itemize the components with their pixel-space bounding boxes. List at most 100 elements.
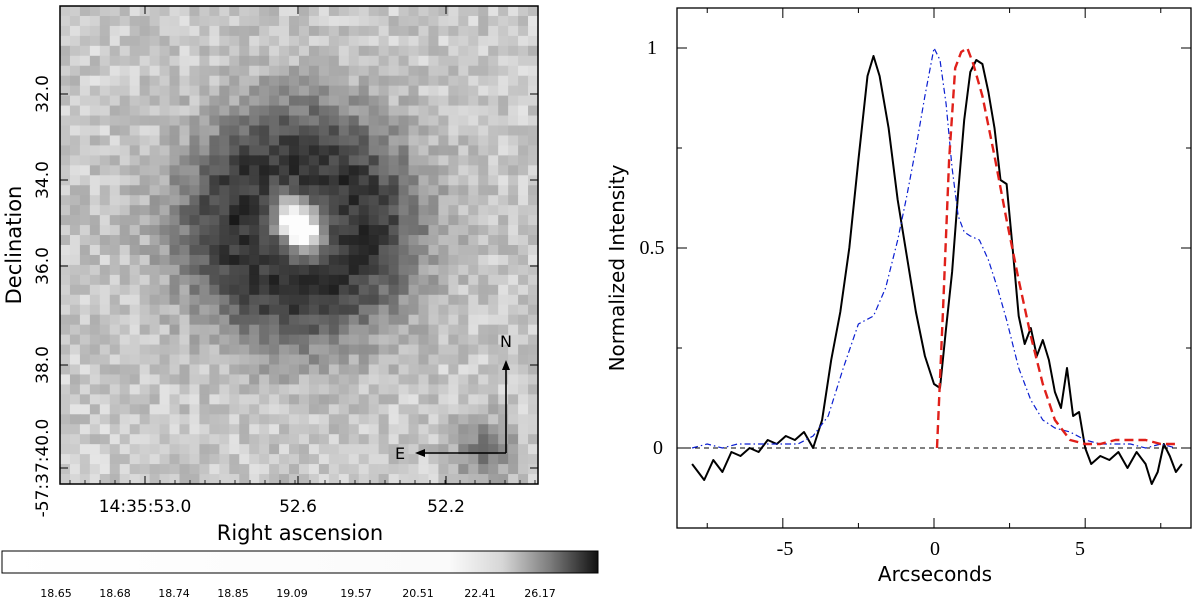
heatmap-cell xyxy=(328,15,340,27)
heatmap-cell xyxy=(388,264,400,276)
heatmap-cell xyxy=(289,424,300,435)
heatmap-cell xyxy=(279,205,290,216)
heatmap-cell xyxy=(79,294,91,306)
heatmap-cell xyxy=(60,105,71,117)
heatmap-cell xyxy=(179,354,191,366)
heatmap-cell xyxy=(119,85,131,97)
heatmap-cell xyxy=(249,245,260,256)
heatmap-cell xyxy=(269,344,280,356)
heatmap-cell xyxy=(348,245,360,256)
heatmap-cell xyxy=(338,404,350,415)
heatmap-cell xyxy=(219,304,230,316)
heatmap-cell xyxy=(69,6,81,17)
heatmap-cell xyxy=(428,464,440,475)
heatmap-cell xyxy=(368,125,380,137)
heatmap-cell xyxy=(219,25,230,37)
heatmap-cell xyxy=(259,464,270,475)
heatmap-cell xyxy=(299,344,310,356)
heatmap-cell xyxy=(498,264,509,276)
heatmap-cell xyxy=(229,245,240,256)
heatmap-cell xyxy=(358,444,370,455)
heatmap-cell xyxy=(119,145,131,156)
heatmap-cell xyxy=(249,45,260,57)
heatmap-cell xyxy=(308,424,320,435)
heatmap-cell xyxy=(60,344,71,356)
heatmap-cell xyxy=(159,304,171,316)
heatmap-cell xyxy=(259,65,270,77)
heatmap-cell xyxy=(60,165,71,176)
heatmap-cell xyxy=(219,384,230,395)
heatmap-cell xyxy=(368,454,380,465)
heatmap-cell xyxy=(149,434,161,445)
heatmap-cell xyxy=(269,404,280,415)
heatmap-cell xyxy=(269,85,280,97)
heatmap-cell xyxy=(408,274,420,286)
heatmap-cell xyxy=(458,175,469,186)
heatmap-cell xyxy=(528,25,539,37)
heatmap-cell xyxy=(169,165,181,176)
heatmap-cell xyxy=(518,6,529,17)
heatmap-cell xyxy=(109,85,121,97)
heatmap-cell xyxy=(408,464,420,475)
heatmap-cell xyxy=(149,65,161,77)
heatmap-cell xyxy=(269,215,280,226)
heatmap-cell xyxy=(169,195,181,206)
heatmap-cell xyxy=(199,454,210,465)
heatmap-cell xyxy=(89,314,101,326)
heatmap-cell xyxy=(189,125,201,137)
heatmap-cell xyxy=(109,65,121,77)
heatmap-cell xyxy=(159,85,171,97)
heatmap-cell xyxy=(308,165,320,176)
heatmap-cell xyxy=(60,245,71,256)
heatmap-cell xyxy=(79,145,91,156)
heatmap-cell xyxy=(468,424,479,435)
heatmap-cell xyxy=(358,384,370,395)
heatmap-cell xyxy=(498,75,509,87)
heatmap-cell xyxy=(99,55,111,67)
heatmap-cell xyxy=(159,205,171,216)
heatmap-cell xyxy=(408,344,420,356)
heatmap-cell xyxy=(328,55,340,67)
heatmap-cell xyxy=(159,414,171,425)
heatmap-cell xyxy=(478,185,489,196)
heatmap-cell xyxy=(448,324,459,336)
colorbar-tick-label: 22.41 xyxy=(464,587,496,600)
heatmap-cell xyxy=(229,344,240,356)
heatmap-cell xyxy=(219,185,230,196)
heatmap-cell xyxy=(438,374,449,386)
heatmap-cell xyxy=(79,195,91,206)
heatmap-cell xyxy=(179,115,191,127)
heatmap-cell xyxy=(159,384,171,395)
heatmap-cell xyxy=(279,384,290,395)
heatmap-cell xyxy=(209,294,220,306)
heatmap-cell xyxy=(438,145,449,156)
colorbar-labels: 18.65 18.68 18.74 18.85 19.09 19.57 20.5… xyxy=(40,587,556,600)
heatmap-cell xyxy=(318,464,330,475)
heatmap-cell xyxy=(99,155,111,166)
heatmap-cell xyxy=(229,354,240,366)
heatmap-cell xyxy=(109,245,121,256)
heatmap-cell xyxy=(358,424,370,435)
heatmap-cell xyxy=(458,414,469,425)
heatmap-cell xyxy=(388,95,400,107)
heatmap-cell xyxy=(398,35,410,47)
heatmap-cell xyxy=(119,274,131,286)
heatmap-cell xyxy=(448,304,459,316)
heatmap-cell xyxy=(528,205,539,216)
heatmap-cell xyxy=(348,354,360,366)
heatmap-cell xyxy=(219,254,230,266)
heatmap-cell xyxy=(179,324,191,336)
heatmap-cell xyxy=(219,205,230,216)
heatmap-cell xyxy=(498,145,509,156)
heatmap-cell xyxy=(378,304,390,316)
heatmap-cell xyxy=(318,344,330,356)
heatmap-cell xyxy=(408,254,420,266)
heatmap-cell xyxy=(388,6,400,17)
heatmap-cell xyxy=(279,185,290,196)
heatmap-cell xyxy=(299,45,310,57)
heatmap-cell xyxy=(159,245,171,256)
heatmap-cell xyxy=(358,195,370,206)
heatmap-cell xyxy=(368,394,380,405)
heatmap-cell xyxy=(328,25,340,37)
heatmap-cell xyxy=(458,75,469,87)
